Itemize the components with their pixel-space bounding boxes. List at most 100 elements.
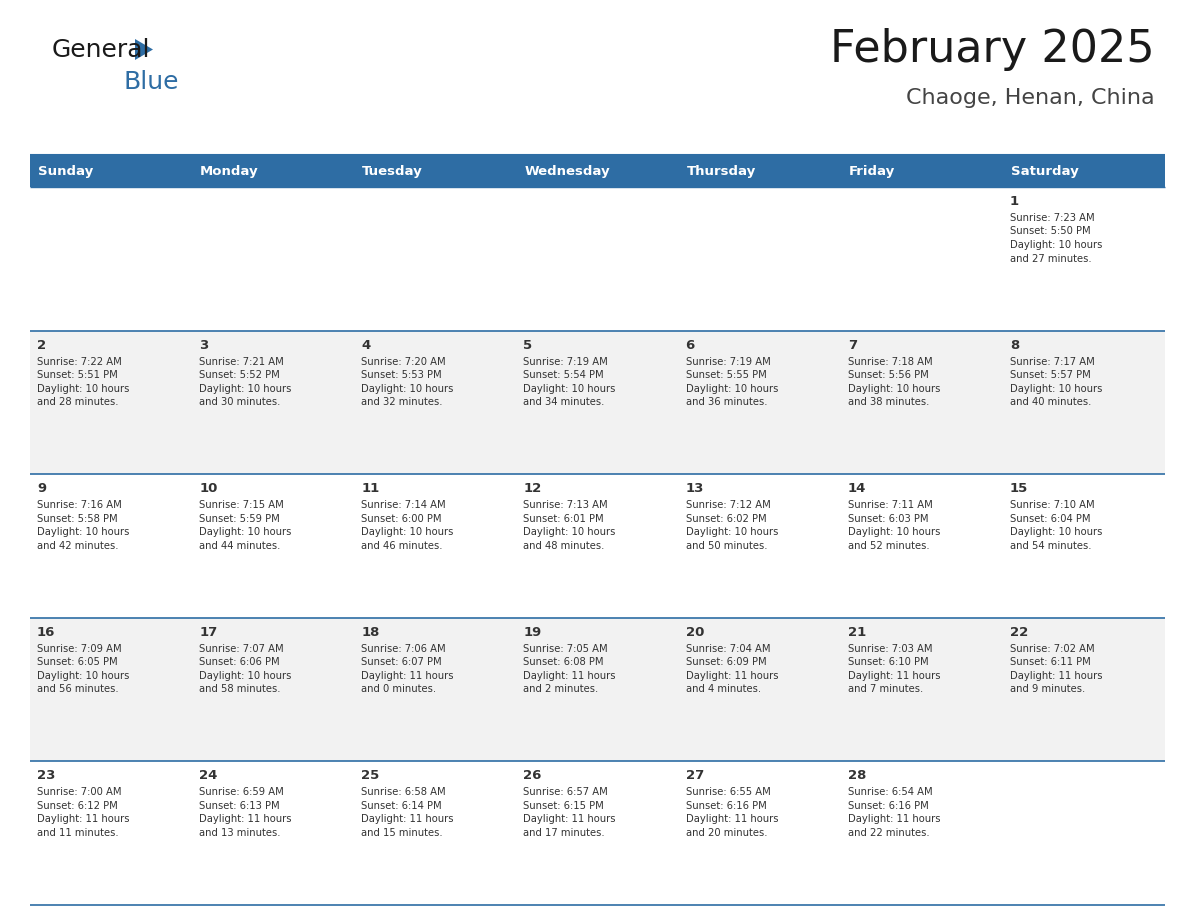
- Bar: [192, 475, 354, 618]
- Text: Sunrise: 7:12 AM: Sunrise: 7:12 AM: [685, 500, 770, 510]
- Text: and 42 minutes.: and 42 minutes.: [37, 541, 119, 551]
- Text: Sunrise: 7:17 AM: Sunrise: 7:17 AM: [1010, 356, 1094, 366]
- Text: Sunset: 6:02 PM: Sunset: 6:02 PM: [685, 514, 766, 523]
- Text: 23: 23: [37, 769, 56, 782]
- Bar: [841, 330, 1003, 475]
- Bar: [841, 187, 1003, 330]
- Text: and 2 minutes.: and 2 minutes.: [524, 684, 599, 694]
- Text: Sunset: 6:03 PM: Sunset: 6:03 PM: [848, 514, 928, 523]
- Text: Daylight: 10 hours: Daylight: 10 hours: [848, 384, 940, 394]
- Bar: [841, 618, 1003, 761]
- Text: Sunset: 5:51 PM: Sunset: 5:51 PM: [37, 370, 118, 380]
- Text: and 7 minutes.: and 7 minutes.: [848, 684, 923, 694]
- Text: 1: 1: [1010, 195, 1019, 208]
- Text: Daylight: 10 hours: Daylight: 10 hours: [361, 384, 454, 394]
- Bar: [30, 618, 192, 761]
- Text: and 46 minutes.: and 46 minutes.: [361, 541, 443, 551]
- Text: Daylight: 11 hours: Daylight: 11 hours: [685, 814, 778, 824]
- Text: and 40 minutes.: and 40 minutes.: [1010, 397, 1092, 407]
- Text: 25: 25: [361, 769, 379, 782]
- Text: Daylight: 10 hours: Daylight: 10 hours: [37, 671, 129, 681]
- Text: Daylight: 10 hours: Daylight: 10 hours: [1010, 527, 1102, 537]
- Text: 12: 12: [524, 482, 542, 495]
- Text: and 32 minutes.: and 32 minutes.: [361, 397, 443, 407]
- Text: and 27 minutes.: and 27 minutes.: [1010, 253, 1092, 263]
- Text: 28: 28: [848, 769, 866, 782]
- Text: Sunrise: 7:06 AM: Sunrise: 7:06 AM: [361, 644, 446, 654]
- Text: Sunset: 5:56 PM: Sunset: 5:56 PM: [848, 370, 929, 380]
- Bar: [192, 330, 354, 475]
- Text: Daylight: 10 hours: Daylight: 10 hours: [200, 527, 291, 537]
- Text: 21: 21: [848, 626, 866, 639]
- Text: Daylight: 10 hours: Daylight: 10 hours: [37, 384, 129, 394]
- Text: and 54 minutes.: and 54 minutes.: [1010, 541, 1092, 551]
- Text: 10: 10: [200, 482, 217, 495]
- Bar: [517, 475, 678, 618]
- Bar: [354, 618, 517, 761]
- Text: Daylight: 11 hours: Daylight: 11 hours: [361, 671, 454, 681]
- Text: Sunrise: 6:54 AM: Sunrise: 6:54 AM: [848, 788, 933, 798]
- Text: Daylight: 10 hours: Daylight: 10 hours: [685, 527, 778, 537]
- Text: Sunrise: 7:16 AM: Sunrise: 7:16 AM: [37, 500, 121, 510]
- Text: Daylight: 10 hours: Daylight: 10 hours: [524, 527, 615, 537]
- Bar: [30, 475, 192, 618]
- Text: Sunset: 6:04 PM: Sunset: 6:04 PM: [1010, 514, 1091, 523]
- Text: Sunset: 6:00 PM: Sunset: 6:00 PM: [361, 514, 442, 523]
- Bar: [192, 618, 354, 761]
- Bar: [1003, 618, 1165, 761]
- Text: and 28 minutes.: and 28 minutes.: [37, 397, 119, 407]
- Text: Sunrise: 7:13 AM: Sunrise: 7:13 AM: [524, 500, 608, 510]
- Bar: [841, 761, 1003, 905]
- Text: 14: 14: [848, 482, 866, 495]
- Text: Sunset: 6:08 PM: Sunset: 6:08 PM: [524, 657, 604, 667]
- Text: 5: 5: [524, 339, 532, 352]
- Text: Daylight: 11 hours: Daylight: 11 hours: [848, 814, 940, 824]
- Text: Sunrise: 7:03 AM: Sunrise: 7:03 AM: [848, 644, 933, 654]
- Text: 11: 11: [361, 482, 379, 495]
- Bar: [1003, 155, 1165, 187]
- Text: Friday: Friday: [848, 164, 895, 177]
- Text: 26: 26: [524, 769, 542, 782]
- Text: 3: 3: [200, 339, 208, 352]
- Text: Sunset: 5:55 PM: Sunset: 5:55 PM: [685, 370, 766, 380]
- Text: Sunrise: 7:04 AM: Sunrise: 7:04 AM: [685, 644, 770, 654]
- Text: and 34 minutes.: and 34 minutes.: [524, 397, 605, 407]
- Text: Sunrise: 7:14 AM: Sunrise: 7:14 AM: [361, 500, 446, 510]
- Text: Daylight: 11 hours: Daylight: 11 hours: [524, 814, 615, 824]
- Text: 27: 27: [685, 769, 703, 782]
- Text: and 0 minutes.: and 0 minutes.: [361, 684, 436, 694]
- Text: Sunset: 6:10 PM: Sunset: 6:10 PM: [848, 657, 928, 667]
- Bar: [678, 761, 841, 905]
- Text: Daylight: 10 hours: Daylight: 10 hours: [1010, 384, 1102, 394]
- Text: Thursday: Thursday: [687, 164, 756, 177]
- Text: and 13 minutes.: and 13 minutes.: [200, 828, 280, 838]
- Text: and 9 minutes.: and 9 minutes.: [1010, 684, 1085, 694]
- Bar: [1003, 761, 1165, 905]
- Text: Sunrise: 7:19 AM: Sunrise: 7:19 AM: [524, 356, 608, 366]
- Text: Blue: Blue: [124, 70, 179, 94]
- Text: 22: 22: [1010, 626, 1028, 639]
- Text: Sunset: 6:09 PM: Sunset: 6:09 PM: [685, 657, 766, 667]
- Text: Sunset: 5:57 PM: Sunset: 5:57 PM: [1010, 370, 1091, 380]
- Text: Daylight: 11 hours: Daylight: 11 hours: [685, 671, 778, 681]
- Text: and 38 minutes.: and 38 minutes.: [848, 397, 929, 407]
- Text: 24: 24: [200, 769, 217, 782]
- Text: Sunset: 5:54 PM: Sunset: 5:54 PM: [524, 370, 604, 380]
- Text: and 56 minutes.: and 56 minutes.: [37, 684, 119, 694]
- Polygon shape: [135, 39, 153, 60]
- Text: 16: 16: [37, 626, 56, 639]
- Text: Sunrise: 7:21 AM: Sunrise: 7:21 AM: [200, 356, 284, 366]
- Bar: [841, 475, 1003, 618]
- Text: 15: 15: [1010, 482, 1028, 495]
- Text: Daylight: 10 hours: Daylight: 10 hours: [1010, 240, 1102, 250]
- Text: Daylight: 11 hours: Daylight: 11 hours: [1010, 671, 1102, 681]
- Bar: [192, 155, 354, 187]
- Text: Sunday: Sunday: [38, 164, 93, 177]
- Text: Daylight: 10 hours: Daylight: 10 hours: [848, 527, 940, 537]
- Text: 8: 8: [1010, 339, 1019, 352]
- Text: Daylight: 10 hours: Daylight: 10 hours: [685, 384, 778, 394]
- Text: Chaoge, Henan, China: Chaoge, Henan, China: [906, 88, 1155, 108]
- Bar: [30, 761, 192, 905]
- Text: and 30 minutes.: and 30 minutes.: [200, 397, 280, 407]
- Text: Sunset: 5:59 PM: Sunset: 5:59 PM: [200, 514, 280, 523]
